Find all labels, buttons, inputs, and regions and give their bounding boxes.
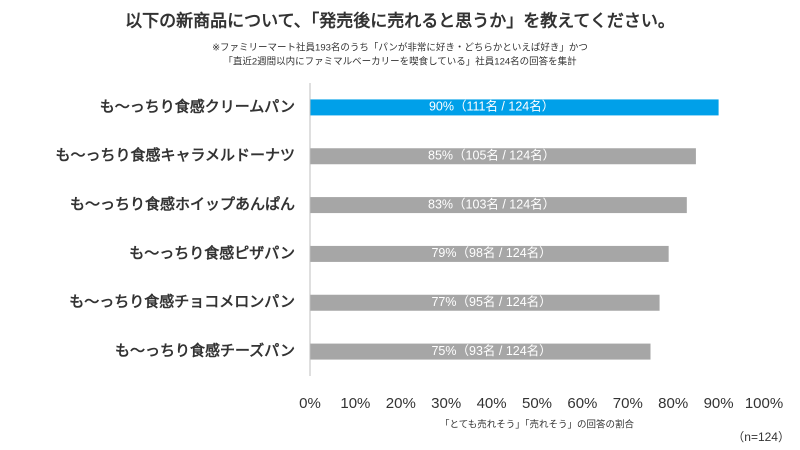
value-label: 83%（103名 / 124名） <box>428 196 555 211</box>
x-tick-label: 40% <box>477 395 507 412</box>
subtitle: ※ファミリーマート社員193名のうち「パンが非常に好き・どちらかといえば好き」か… <box>212 42 588 54</box>
category-label: も～っちり食感クリームパン <box>100 97 295 115</box>
value-label: 79%（98名 / 124名） <box>431 245 551 260</box>
bar <box>310 148 696 165</box>
note: （n=124） <box>732 430 790 444</box>
x-tick-label: 20% <box>386 395 416 412</box>
category-label: も～っちり食感キャラメルドーナツ <box>55 146 295 164</box>
x-tick-label: 100% <box>745 395 783 412</box>
category-label: も～っちり食感チョコメロンパン <box>69 293 295 311</box>
value-label: 77%（95名 / 124名） <box>431 294 551 309</box>
value-label: 85%（105名 / 124名） <box>428 148 555 163</box>
bar <box>310 197 687 214</box>
x-tick-label: 90% <box>704 395 734 412</box>
x-tick-label: 60% <box>567 395 597 412</box>
subtitle: 「直近2週間以内にファミマルベーカリーを喫食している」社員124名の回答を集計 <box>223 56 577 68</box>
category-label: も～っちり食感ピザパン <box>129 244 295 262</box>
bar <box>310 99 719 116</box>
chart-title: 以下の新商品について、「発売後に売れると思うか」を教えてください。 <box>125 10 675 30</box>
bar <box>310 245 669 262</box>
bar <box>310 343 651 360</box>
value-label: 90%（111名 / 124名） <box>429 99 554 114</box>
x-tick-label: 70% <box>613 395 643 412</box>
category-label: も～っちり食感ホイップあんぱん <box>70 195 295 213</box>
x-tick-label: 80% <box>658 395 688 412</box>
x-tick-label: 50% <box>522 395 552 412</box>
bar <box>310 294 660 311</box>
x-axis-label: 「とても売れそう」「売れそう」の回答の割合 <box>440 419 634 431</box>
value-label: 75%（93名 / 124名） <box>431 343 551 358</box>
x-tick-label: 10% <box>340 395 370 412</box>
x-tick-label: 30% <box>431 395 461 412</box>
category-label: も～っちり食感チーズパン <box>115 342 295 360</box>
x-tick-label: 0% <box>299 395 321 412</box>
